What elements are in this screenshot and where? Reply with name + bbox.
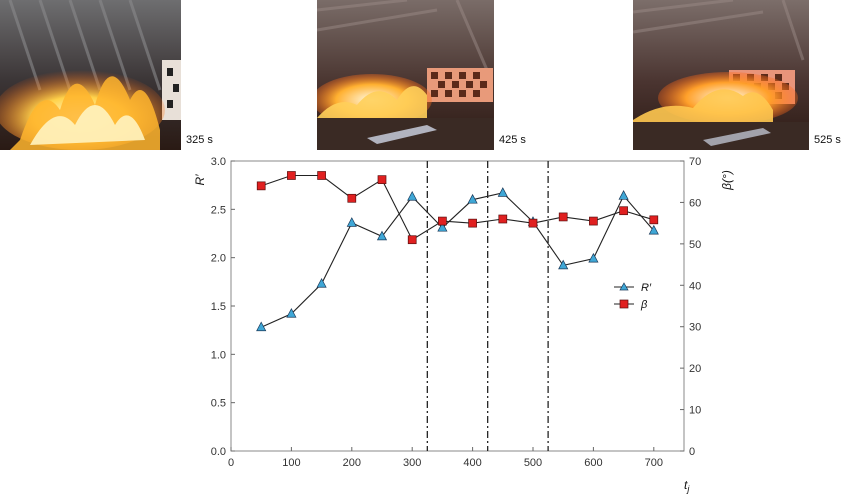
series-0-point [497, 187, 508, 197]
y-left-tick-label: 2.5 [211, 204, 226, 216]
x-tick-label: 700 [645, 457, 663, 469]
series-1-point [528, 218, 538, 228]
y-right-tick-label: 20 [689, 363, 701, 375]
series-0-point [346, 217, 357, 227]
y-right-tick-label: 30 [689, 322, 701, 334]
legend: R′ β [614, 282, 652, 311]
flame-photo-325 [0, 0, 181, 150]
series-1-point [287, 171, 296, 180]
x-tick-label: 500 [524, 457, 542, 469]
series-0-point [437, 221, 448, 232]
series-1-point [589, 216, 598, 226]
y-left-tick-label: 1.5 [211, 301, 226, 313]
series-1-point [347, 193, 357, 203]
series-line-0 [260, 192, 655, 328]
x-tick-label: 300 [403, 457, 421, 469]
legend-marker-r-triangle [619, 282, 629, 291]
y-right-tick-label: 0 [689, 446, 695, 458]
x-tick-label: 400 [463, 457, 481, 469]
series-1-point [619, 206, 628, 216]
x-tick-label: 100 [282, 457, 300, 469]
photo-time-label-325: 325 s [186, 134, 213, 146]
series-0-point [256, 321, 267, 332]
photo-time-label-425: 425 s [499, 134, 526, 146]
series-1-point [558, 212, 568, 222]
series-1-point [377, 175, 387, 184]
flame-photo-425 [317, 0, 494, 150]
y-right-tick-label: 50 [689, 239, 701, 251]
series-0-point [618, 190, 629, 200]
series-1-point [256, 181, 266, 191]
series-1-point [407, 235, 417, 245]
flame-photo-525 [633, 0, 809, 150]
x-axis-label-subscript: j [686, 484, 690, 494]
y-right-tick-label: 10 [689, 405, 701, 417]
photo-time-label-525: 525 s [814, 134, 841, 146]
legend-marker-beta-square [619, 299, 629, 309]
x-axis-label: tj [684, 478, 690, 494]
y-left-tick-label: 2.0 [211, 253, 226, 265]
series-0-point [376, 230, 388, 241]
series-1-point [649, 215, 659, 225]
y-axis-left-label: R′ [193, 174, 207, 186]
series-1-point [317, 171, 326, 180]
series-0-point [588, 252, 599, 263]
series-1-point [438, 216, 447, 226]
series-0-point [467, 193, 478, 204]
y-right-tick-label: 70 [689, 156, 701, 168]
legend-label-beta: β [640, 299, 648, 311]
series-0-point [286, 307, 297, 318]
legend-label-r: R′ [641, 282, 652, 294]
y-left-tick-label: 0.0 [211, 446, 226, 458]
y-left-tick-label: 0.5 [211, 398, 226, 410]
y-axis-right-label: β(°) [720, 170, 734, 191]
series-1-point [468, 218, 477, 228]
series-0-point [558, 259, 569, 270]
series-0-point [648, 224, 659, 235]
x-axis-label-main: t [684, 478, 688, 492]
series-0-point [407, 191, 418, 201]
y-left-tick-label: 3.0 [211, 156, 226, 168]
x-tick-label: 600 [584, 457, 602, 469]
y-right-tick-label: 60 [689, 197, 701, 209]
series-0-point [316, 278, 327, 288]
x-tick-label: 0 [228, 457, 234, 469]
series-line-1 [261, 174, 654, 241]
series-1-point [498, 214, 508, 224]
y-right-tick-label: 40 [689, 280, 701, 292]
x-tick-label: 200 [343, 457, 361, 469]
y-left-tick-label: 1.0 [211, 349, 226, 361]
